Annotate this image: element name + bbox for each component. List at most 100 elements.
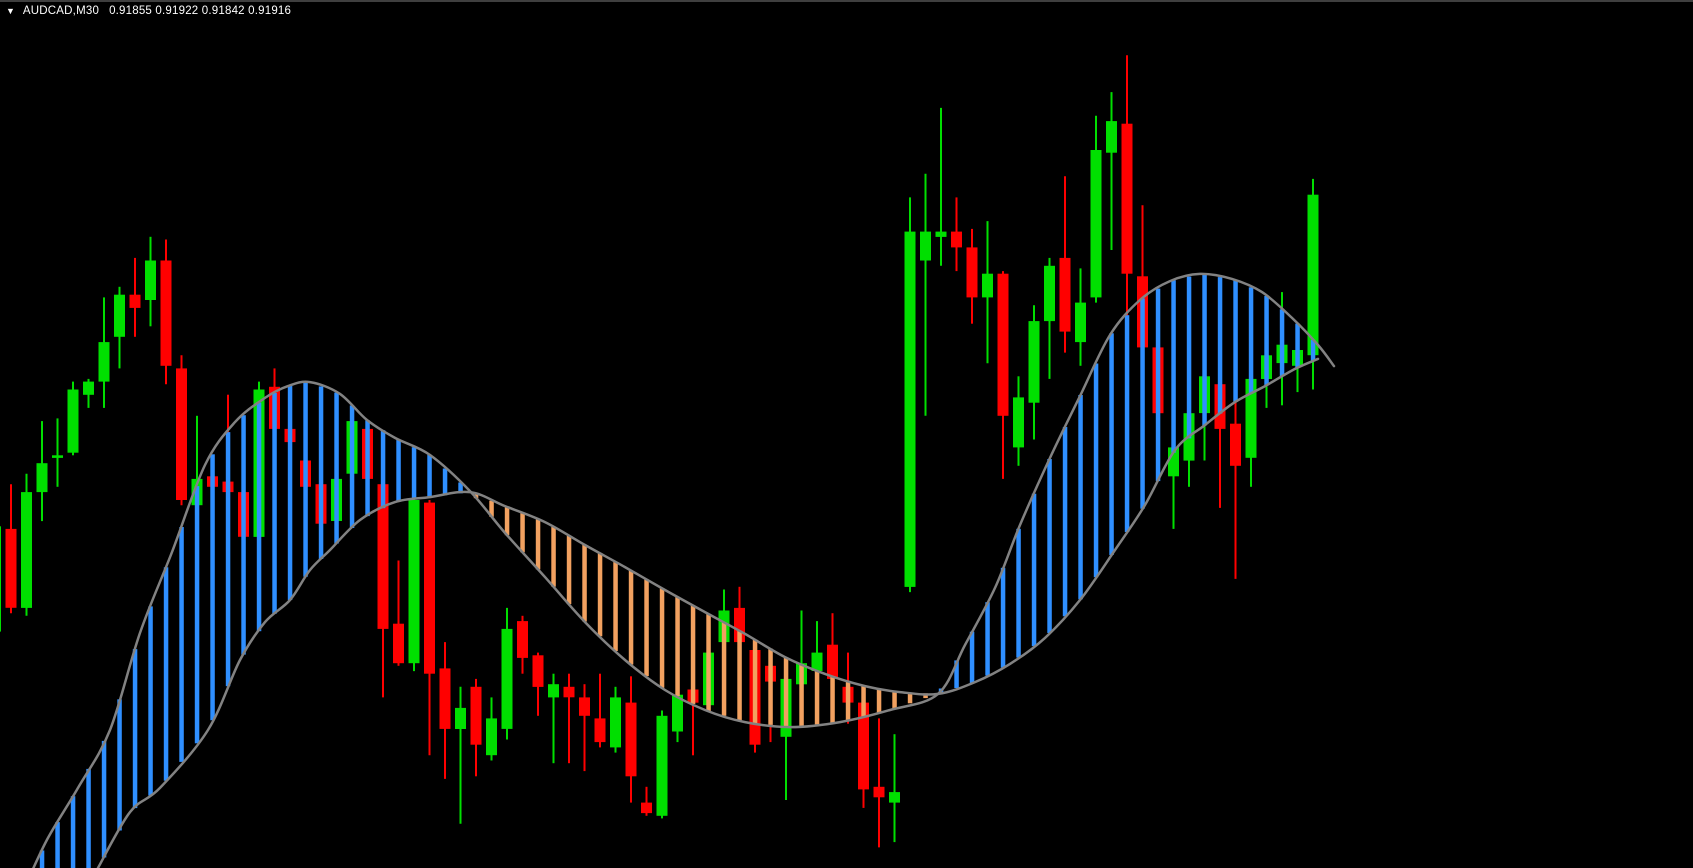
- band-stripe-down: [721, 622, 727, 716]
- band-stripe-down: [768, 648, 773, 725]
- bull-candle-body: [145, 260, 156, 300]
- band-stripe-up: [334, 392, 339, 544]
- bull-candle-body: [1168, 447, 1179, 477]
- bull-candle-body: [889, 792, 900, 803]
- band-lines-layer: [32, 272, 1336, 868]
- bull-candle-body: [114, 294, 125, 337]
- band-stripe-up: [148, 606, 153, 796]
- band-line-lower: [96, 357, 1320, 868]
- band-stripe-down: [613, 561, 618, 651]
- bear-candle-body: [532, 655, 544, 687]
- band-stripe-down: [876, 688, 882, 713]
- bear-candle-body: [1230, 423, 1241, 466]
- bull-candle-body: [1028, 321, 1040, 403]
- band-stripe-up: [969, 631, 975, 684]
- bear-candle-body: [5, 528, 17, 608]
- band-stripe-down: [597, 553, 603, 637]
- band-stripe-up: [1279, 309, 1285, 377]
- band-stripe-up: [101, 740, 107, 858]
- band-stripe-up: [458, 482, 463, 494]
- bear-candle-body: [377, 484, 389, 629]
- band-stripe-down: [814, 670, 820, 725]
- band-stripe-up: [1016, 528, 1021, 658]
- band-stripe-down: [504, 506, 510, 536]
- band-stripe-up: [70, 796, 76, 868]
- band-stripe-up: [1078, 395, 1083, 600]
- band-stripe-down: [706, 614, 711, 711]
- bear-candle-body: [966, 247, 978, 298]
- bear-candle-body: [873, 786, 885, 798]
- band-stripe-up: [1140, 298, 1145, 509]
- band-line-upper: [32, 272, 1336, 868]
- bear-candle-body: [594, 718, 606, 743]
- band-stripe-up: [1264, 296, 1269, 386]
- bull-candle-body: [67, 389, 79, 453]
- bear-candle-body: [827, 644, 838, 679]
- symbol-dropdown-icon[interactable]: ▼: [6, 5, 15, 16]
- band-stripe-up: [1124, 315, 1130, 532]
- band-stripe-up: [411, 447, 417, 500]
- band-stripe-down: [845, 680, 851, 721]
- band-stripe-up: [1248, 287, 1254, 394]
- band-stripe-down: [907, 692, 913, 704]
- band-stripe-up: [1217, 277, 1223, 414]
- band-stripe-down: [644, 579, 649, 677]
- bear-candle-body: [393, 623, 404, 664]
- band-stripe-up: [442, 468, 448, 496]
- band-stripe-up: [1062, 427, 1068, 617]
- band-stripe-down: [830, 676, 835, 723]
- band-stripe-up: [225, 432, 231, 687]
- bull-candle-body: [1090, 150, 1102, 298]
- band-stripe-up: [179, 527, 184, 762]
- bear-candle-body: [579, 697, 590, 716]
- band-stripe-up: [365, 420, 370, 517]
- band-stripe-up: [1093, 363, 1099, 578]
- band-stripe-up: [117, 699, 122, 831]
- bear-candle-body: [517, 621, 528, 658]
- bear-candle-body: [439, 668, 451, 729]
- band-stripe-up: [1202, 274, 1207, 426]
- band-stripe-up: [985, 602, 990, 676]
- band-stripe-up: [380, 430, 386, 509]
- band-stripe-up: [1186, 276, 1192, 439]
- band-stripe-up: [427, 454, 432, 498]
- chart-header: ▼ AUDCAD,M30 0.91855 0.91922 0.91842 0.9…: [6, 5, 291, 17]
- bull-candle-body: [935, 231, 947, 237]
- bear-candle-body: [858, 702, 869, 790]
- bear-candle-body: [951, 231, 962, 248]
- band-stripe-up: [287, 385, 293, 600]
- band-stripe-down: [566, 535, 572, 605]
- band-stripe-up: [132, 649, 138, 809]
- bull-candle-body: [1013, 397, 1024, 448]
- band-stripe-down: [737, 630, 742, 721]
- chart-ohlc-quote: 0.91855 0.91922 0.91842 0.91916: [109, 5, 292, 17]
- band-stripe-up: [318, 386, 324, 559]
- band-stripe-down: [690, 605, 696, 704]
- bull-candle-body: [610, 697, 621, 748]
- bull-candle-body: [98, 342, 110, 382]
- band-stripe-up: [303, 382, 308, 577]
- bear-candle-body: [625, 702, 637, 777]
- band-stripe-up: [256, 402, 262, 632]
- band-stripe-up: [1047, 459, 1052, 633]
- bull-candle-body: [408, 500, 420, 664]
- bear-candle-body: [734, 607, 745, 643]
- bull-candle-body: [52, 455, 63, 458]
- bull-candle-body: [1044, 265, 1055, 322]
- window-top-border: [0, 0, 1693, 2]
- bull-candle-body: [501, 628, 513, 729]
- band-stripe-up: [1295, 323, 1300, 368]
- band-stripe-up: [272, 393, 277, 614]
- band-stripe-up: [349, 405, 355, 528]
- band-stripe-up: [954, 660, 959, 688]
- band-stripe-up: [86, 768, 91, 868]
- band-stripe-up: [1310, 339, 1316, 362]
- bull-candle-body: [811, 652, 823, 671]
- band-stripe-down: [489, 500, 494, 517]
- band-stripe-down: [752, 639, 758, 724]
- band-stripe-up: [241, 415, 246, 655]
- bull-candle-body: [548, 684, 559, 698]
- band-stripe-up: [163, 567, 169, 781]
